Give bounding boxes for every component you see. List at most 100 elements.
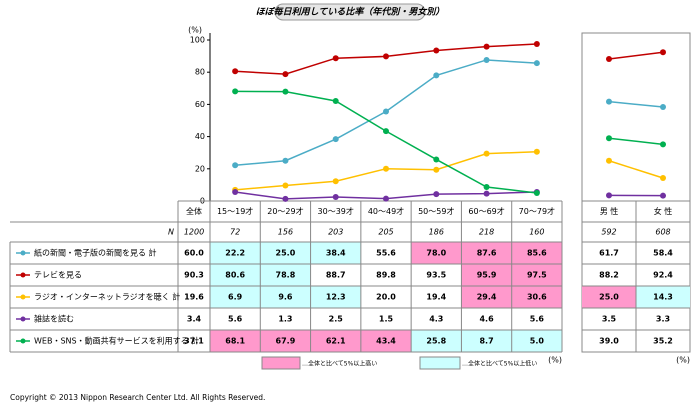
data-point (332, 136, 339, 143)
data-point (433, 191, 440, 198)
cell-value: 68.1 (225, 337, 245, 346)
n-value: 186 (429, 228, 444, 237)
cell-value: 87.6 (477, 249, 497, 258)
cell-value: 2.5 (329, 315, 344, 324)
y-unit: (%) (188, 26, 202, 35)
cell-value: 55.6 (376, 249, 396, 258)
legend-label: …全体と比べて5%以上高い (302, 360, 377, 368)
cell-value: 8.7 (479, 337, 493, 346)
column-header: 50～59才 (418, 206, 454, 216)
cell-value: 67.9 (276, 337, 296, 346)
y-tick-label: 20 (195, 164, 205, 173)
data-point (533, 189, 540, 196)
data-point (533, 60, 540, 67)
highlight-cell (511, 264, 562, 286)
data-point (232, 88, 239, 95)
data-point (483, 150, 490, 157)
cell-value: 3.3 (656, 315, 670, 324)
highlight-cell (260, 330, 311, 352)
n-value: 72 (230, 228, 240, 237)
cell-value: 25.0 (599, 293, 619, 302)
highlight-cell (511, 330, 562, 352)
n-value: 160 (529, 228, 544, 237)
highlight-cell (360, 330, 412, 352)
highlight-cell (411, 330, 462, 352)
column-header: 20～29才 (267, 206, 303, 216)
data-point (282, 88, 289, 95)
cell-value: 88.2 (599, 271, 619, 280)
highlight-cell (411, 242, 462, 264)
data-point (433, 166, 440, 173)
y-tick-label: 80 (195, 68, 205, 77)
cell-value: 5.6 (530, 315, 545, 324)
legend-marker (20, 272, 26, 278)
column-header: 15～19才 (217, 206, 253, 216)
cell-value: 97.5 (527, 271, 547, 280)
table-unit: (%) (676, 356, 690, 365)
data-point (606, 98, 612, 105)
highlight-cell (260, 264, 311, 286)
data-point (383, 195, 389, 202)
n-value: 218 (479, 228, 494, 237)
highlight-cell (461, 242, 512, 264)
data-point (433, 47, 440, 54)
cell-value: 30.6 (527, 293, 547, 302)
row-label: 紙の新聞・電子版の新聞を見る 計 (34, 248, 157, 258)
highlight-cell (636, 286, 690, 308)
cell-value: 58.4 (653, 249, 673, 258)
highlight-cell (461, 264, 512, 286)
highlight-cell (511, 286, 562, 308)
column-header: 70～79才 (519, 206, 555, 216)
legend-marker (20, 250, 26, 256)
row-label: テレビを見る (34, 271, 82, 280)
data-point (232, 188, 239, 195)
column-header: 女 性 (654, 206, 673, 216)
legend-swatch (261, 356, 301, 370)
data-point (282, 157, 289, 164)
cell-value: 37.1 (184, 337, 204, 346)
highlight-cell (461, 286, 512, 308)
data-point (533, 148, 540, 155)
column-header: 30～39才 (318, 206, 354, 216)
cell-value: 88.7 (326, 271, 346, 280)
gender-line (608, 160, 664, 179)
data-point (660, 103, 666, 110)
cell-value: 90.3 (184, 271, 204, 280)
cell-value: 14.3 (653, 293, 673, 302)
n-value: 1200 (184, 228, 204, 237)
cell-value: 9.6 (278, 293, 293, 302)
data-point (332, 193, 339, 200)
data-point (660, 49, 666, 56)
highlight-cell (310, 330, 361, 352)
cell-value: 20.0 (376, 293, 396, 302)
cell-value: 39.0 (599, 337, 619, 346)
n-value: 592 (601, 228, 616, 237)
chart-title: ほぼ毎日利用している比率（年代別・男女別） (256, 7, 445, 18)
highlight-cell (210, 330, 261, 352)
data-point (606, 192, 612, 199)
data-point (332, 98, 339, 105)
data-point (232, 162, 239, 169)
cell-value: 78.8 (276, 271, 296, 280)
highlight-cell (582, 286, 636, 308)
column-header: 男 性 (600, 206, 619, 216)
gender-line (608, 51, 664, 60)
y-tick-label: 40 (195, 132, 205, 141)
data-point (332, 55, 339, 62)
cell-value: 35.2 (653, 337, 673, 346)
cell-value: 60.0 (184, 249, 204, 258)
cell-value: 19.4 (426, 293, 446, 302)
highlight-cell (310, 286, 361, 308)
n-label: N (168, 228, 174, 237)
n-value: 205 (378, 228, 393, 237)
column-header: 40～49才 (368, 206, 404, 216)
cell-value: 1.3 (278, 315, 292, 324)
data-point (232, 68, 239, 75)
cell-value: 62.1 (326, 337, 346, 346)
highlight-cell (210, 286, 261, 308)
highlight-cell (310, 242, 361, 264)
data-point (660, 192, 666, 199)
series-line (235, 90, 537, 194)
title-box (274, 3, 426, 21)
